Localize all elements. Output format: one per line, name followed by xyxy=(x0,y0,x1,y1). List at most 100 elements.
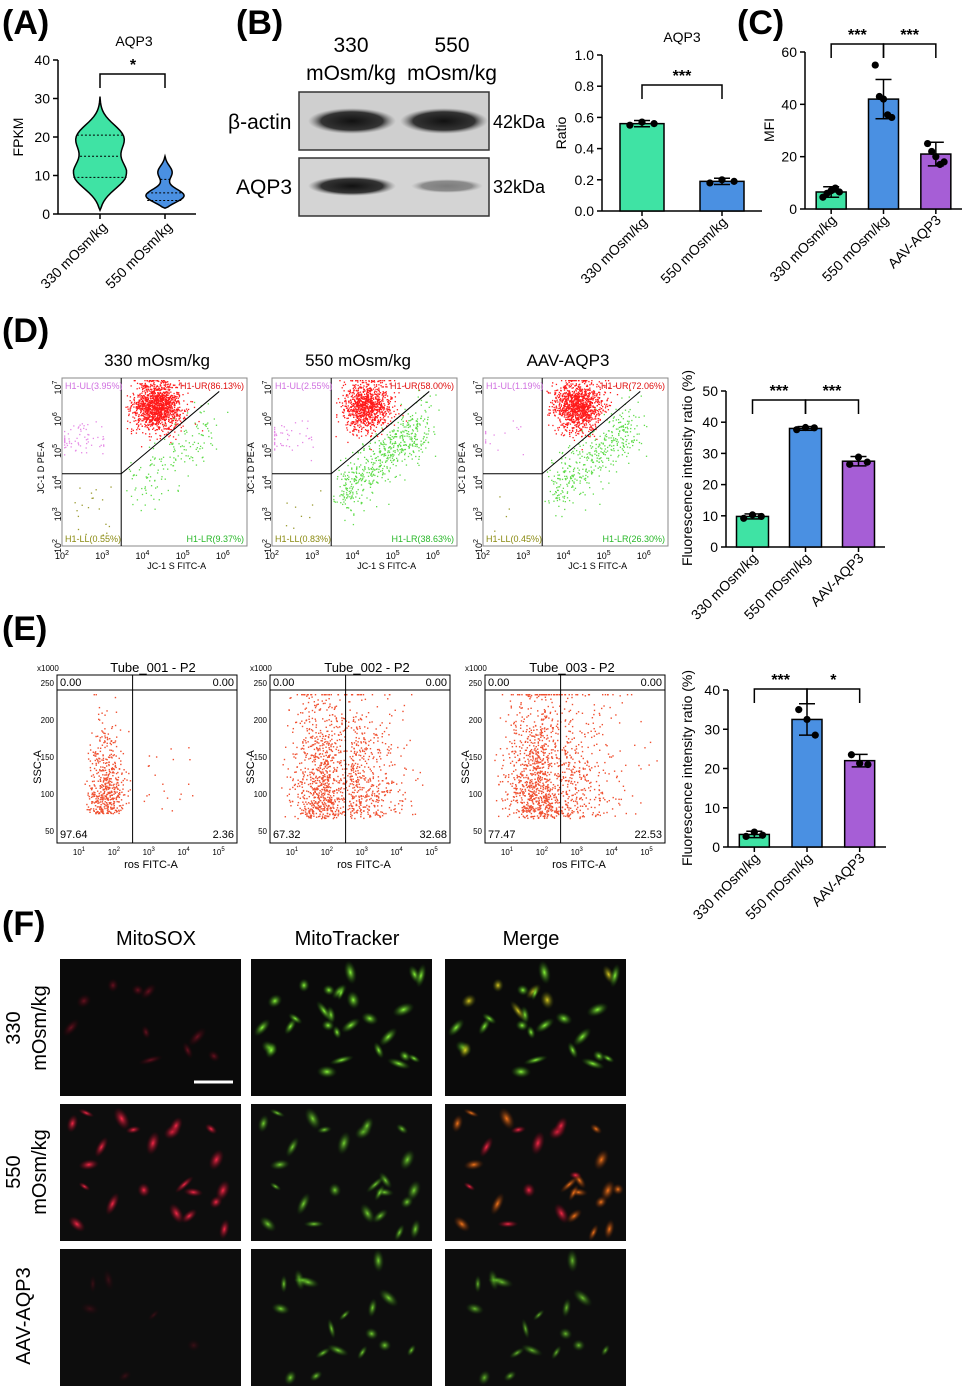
flow-event-d xyxy=(405,464,408,466)
flow-event-d xyxy=(276,445,278,447)
flow-event-d xyxy=(615,428,618,430)
flow-event-d xyxy=(148,406,150,408)
flow-event-d xyxy=(79,428,82,431)
flow-event-d xyxy=(133,403,135,405)
flow-event-d xyxy=(361,380,364,382)
flow-event-d xyxy=(566,400,568,402)
flow-event-d xyxy=(577,393,579,395)
flow-event-d xyxy=(370,400,372,403)
flow-event-d xyxy=(585,404,587,406)
flow-event-d xyxy=(592,428,595,430)
flow-event-d xyxy=(599,444,601,446)
flow-event-d xyxy=(393,380,396,382)
flow-event-d xyxy=(556,497,558,500)
flow-event-d xyxy=(361,405,363,407)
flow-event-d xyxy=(157,404,160,407)
flow-event-d xyxy=(371,421,373,424)
flow-event-d xyxy=(373,408,376,410)
flow-event-d xyxy=(369,387,372,389)
blot-row-label-actin: β-actin xyxy=(228,111,291,134)
flow-event-d xyxy=(345,395,348,397)
flow-event-d xyxy=(142,385,145,387)
flow-event-d xyxy=(135,406,138,408)
flow-event-d xyxy=(596,386,598,388)
flow-event-d xyxy=(149,411,152,413)
flow-event-d xyxy=(578,415,580,417)
flow-event-d xyxy=(339,380,341,382)
flow-event-d xyxy=(177,490,179,492)
flow-event-d xyxy=(382,400,384,402)
flow-event-d xyxy=(142,418,144,420)
flow-event-d xyxy=(630,427,632,430)
flow-event-d xyxy=(141,388,144,391)
flow-event-d xyxy=(584,426,586,429)
flow-event-d xyxy=(566,492,569,494)
flow-event-d xyxy=(67,433,70,435)
flow-event-d xyxy=(585,399,588,402)
flow-event-d xyxy=(580,402,582,404)
flow-event-d xyxy=(183,430,186,433)
flow-event-d xyxy=(274,438,276,440)
flow-event-d xyxy=(355,384,357,386)
flow-event-d xyxy=(385,412,388,415)
flow-event-d xyxy=(157,418,159,421)
flow-event-d xyxy=(347,390,350,392)
flow-event-d xyxy=(588,407,590,409)
flow-event-d xyxy=(142,408,144,411)
flow-event-d xyxy=(182,425,184,427)
flow-event-d xyxy=(162,380,164,382)
flow-event-d xyxy=(169,413,172,415)
flow-event-d xyxy=(196,447,199,449)
flow-event-d xyxy=(425,411,427,413)
flow-event-d xyxy=(596,401,599,404)
flow-event-d xyxy=(373,403,375,405)
flow-event-d xyxy=(137,395,140,397)
flow-event-d xyxy=(368,482,370,484)
flow-event-d xyxy=(184,433,186,435)
flow-event-d xyxy=(360,503,362,505)
flow-event-d xyxy=(381,433,383,436)
flow-event-d xyxy=(180,426,183,429)
flow-event-d xyxy=(156,385,158,387)
flow-event-d xyxy=(364,480,366,482)
y-tick-label-b-3: 0.6 xyxy=(575,109,595,125)
flow-event-d xyxy=(414,445,416,447)
flow-event-d xyxy=(377,415,379,417)
flow-event-d xyxy=(399,437,401,439)
flow-event-d xyxy=(620,437,622,439)
flow-event-d xyxy=(348,411,350,413)
flow-event-d xyxy=(162,394,165,397)
flow-event-d xyxy=(167,394,169,396)
flow-event-d xyxy=(371,418,373,420)
flow-event-d xyxy=(581,428,583,430)
flow-event-d xyxy=(153,385,155,388)
flow-event-d xyxy=(367,399,369,402)
flow-event-d xyxy=(594,409,596,411)
flow-event-d xyxy=(563,409,565,412)
flow-event-d xyxy=(619,446,622,448)
flow-event-d xyxy=(349,487,351,489)
flow-event-d xyxy=(628,442,630,445)
flow-event-d xyxy=(368,468,370,471)
flow-event-d xyxy=(577,416,579,419)
flow-event-d xyxy=(351,408,353,411)
flow-event-d xyxy=(564,395,566,397)
flow-event-d xyxy=(151,392,154,394)
flow-event-d xyxy=(144,411,147,413)
flow-event-d xyxy=(201,457,203,459)
flow-event-d xyxy=(363,420,366,422)
flow-event-d xyxy=(161,418,163,420)
flow-event-d xyxy=(175,397,177,399)
flow-event-d xyxy=(374,393,377,395)
flow-event-d xyxy=(566,475,568,478)
flow-event-d xyxy=(366,397,368,399)
flow-event-d xyxy=(153,416,156,418)
flow-event-d xyxy=(201,447,204,449)
flow-event-d xyxy=(85,447,87,449)
flow-event-d xyxy=(554,390,556,392)
flow-event-d xyxy=(158,406,160,408)
flow-event-d xyxy=(565,386,567,388)
flow-event-d xyxy=(614,439,616,441)
flow-event-d xyxy=(615,460,617,463)
